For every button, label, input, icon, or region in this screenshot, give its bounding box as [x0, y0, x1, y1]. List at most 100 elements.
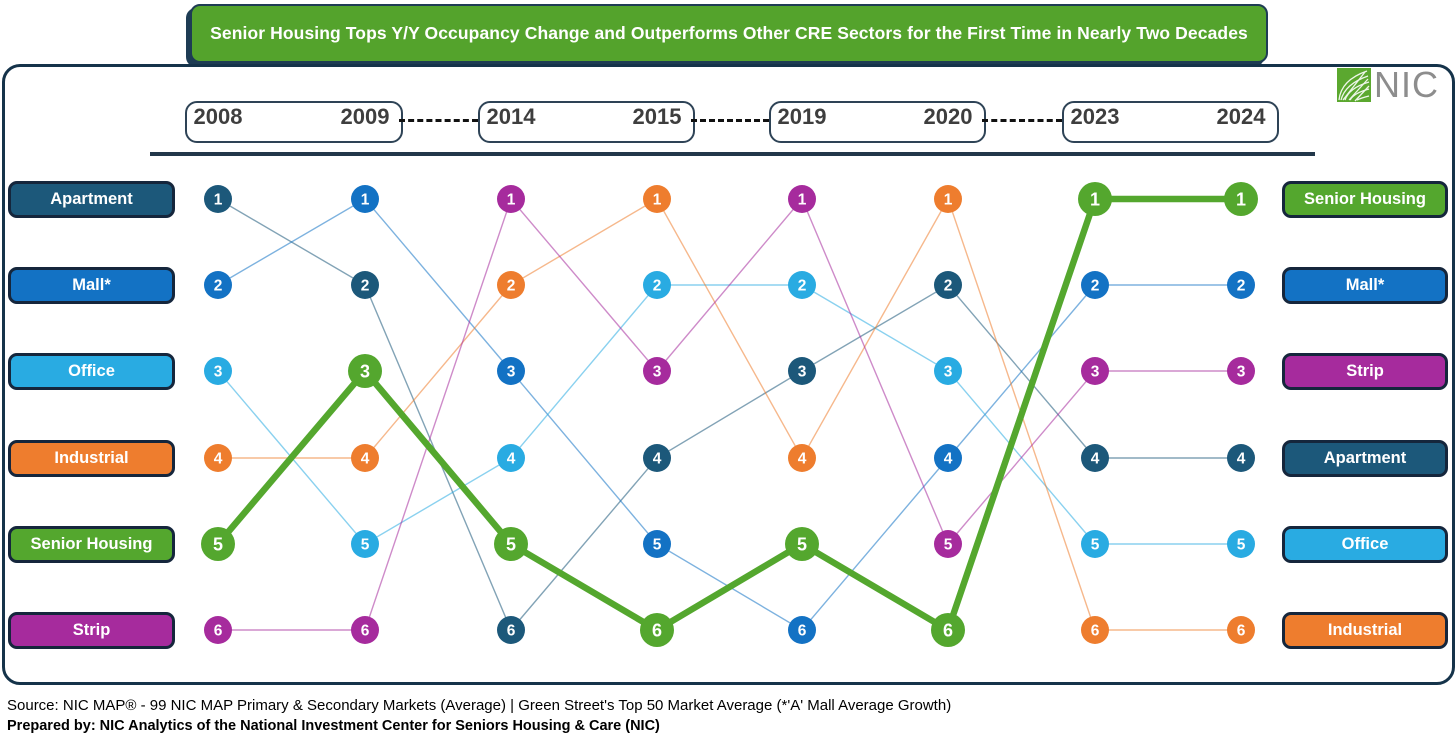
rank-node-number: 3 — [653, 364, 662, 381]
sector-label-right-mall-: Mall* — [1282, 267, 1448, 304]
sector-label-right-apartment: Apartment — [1282, 440, 1448, 477]
sector-label-text: Industrial — [1327, 621, 1403, 639]
rank-node-number: 4 — [214, 451, 223, 468]
rank-node-senior-housing-2024 — [1224, 182, 1258, 216]
rank-node-mall--2015 — [643, 530, 671, 558]
sector-label-left-mall-: Mall* — [8, 267, 175, 304]
rank-node-industrial-2024 — [1227, 616, 1255, 644]
rank-node-number: 1 — [1236, 189, 1246, 209]
rank-node-mall--2014 — [497, 357, 525, 385]
rank-node-number: 5 — [653, 537, 662, 554]
rank-node-number: 3 — [214, 364, 223, 381]
rank-node-strip-2014 — [497, 185, 525, 213]
sector-label-text: Office — [68, 362, 115, 380]
rank-node-office-2014 — [497, 444, 525, 472]
rank-node-number: 3 — [360, 361, 370, 381]
year-label: 2019 — [777, 104, 827, 129]
rank-node-apartment-2009 — [351, 271, 379, 299]
year-pair-box — [1062, 101, 1279, 143]
rank-node-number: 2 — [1237, 278, 1246, 295]
year-pair-box — [769, 101, 986, 143]
rank-node-apartment-2008 — [204, 185, 232, 213]
sector-label-text: Strip — [72, 621, 111, 639]
rank-node-apartment-2015 — [643, 444, 671, 472]
year-label: 2023 — [1070, 104, 1120, 129]
series-line-senior-housing-highlight — [214, 195, 1245, 634]
rank-node-number: 6 — [652, 620, 662, 640]
year-label: 2024 — [1216, 104, 1266, 129]
rank-node-number: 3 — [798, 364, 807, 381]
rank-node-number: 4 — [944, 451, 953, 468]
sector-label-text: Office — [1341, 535, 1389, 553]
rank-node-number: 1 — [653, 192, 662, 209]
footer-source-line: Source: NIC MAP® - 99 NIC MAP Primary & … — [7, 697, 952, 714]
series-line-industrial — [218, 197, 1241, 631]
rank-node-mall--2024 — [1227, 271, 1255, 299]
rank-node-apartment-2024 — [1227, 444, 1255, 472]
rank-node-office-2019 — [788, 271, 816, 299]
sector-label-text: Senior Housing — [30, 535, 153, 553]
rank-node-number: 4 — [653, 451, 662, 468]
rank-node-number: 2 — [798, 278, 807, 295]
rank-node-industrial-2015 — [643, 185, 671, 213]
sector-label-text: Apartment — [50, 190, 133, 208]
rank-node-strip-2023 — [1081, 357, 1109, 385]
year-label: 2020 — [923, 104, 973, 129]
sector-label-text: Industrial — [54, 449, 129, 467]
year-label: 2015 — [632, 104, 682, 129]
rank-node-senior-housing-2008 — [201, 527, 235, 561]
rank-node-number: 6 — [798, 623, 807, 640]
rank-node-strip-2019 — [788, 185, 816, 213]
rank-node-industrial-2014 — [497, 271, 525, 299]
rank-node-number: 1 — [798, 192, 807, 209]
sector-label-text: Senior Housing — [1304, 190, 1426, 208]
sector-label-left-strip: Strip — [8, 612, 175, 649]
rank-node-office-2024 — [1227, 530, 1255, 558]
rank-node-number: 6 — [214, 623, 223, 640]
rank-node-number: 3 — [1091, 364, 1100, 381]
rank-node-number: 5 — [213, 534, 223, 554]
sector-label-text: Apartment — [1323, 449, 1407, 467]
rank-node-number: 2 — [214, 278, 223, 295]
rank-node-mall--2008 — [204, 271, 232, 299]
rank-node-number: 5 — [1091, 537, 1100, 554]
rank-node-office-2008 — [204, 357, 232, 385]
rank-node-number: 2 — [653, 278, 662, 295]
rank-node-number: 5 — [797, 534, 807, 554]
rank-node-number: 4 — [361, 451, 370, 468]
nic-logo-globe-icon — [1337, 68, 1371, 102]
series-line-strip — [218, 197, 1241, 631]
rank-node-industrial-2009 — [351, 444, 379, 472]
rank-node-number: 1 — [361, 192, 370, 209]
rank-node-number: 1 — [214, 192, 223, 209]
sector-label-left-senior-housing: Senior Housing — [8, 526, 175, 563]
rank-node-number: 6 — [943, 620, 953, 640]
rank-node-apartment-2019 — [788, 357, 816, 385]
year-label: 2014 — [486, 104, 536, 129]
rank-node-mall--2020 — [934, 444, 962, 472]
rank-node-senior-housing-2009 — [348, 354, 382, 388]
rank-node-number: 6 — [1237, 623, 1246, 640]
rank-node-industrial-2019 — [788, 444, 816, 472]
sector-label-right-office: Office — [1282, 526, 1448, 563]
rank-node-strip-2015 — [643, 357, 671, 385]
year-axis-divider — [150, 152, 1315, 156]
rank-node-number: 3 — [1237, 364, 1246, 381]
rank-node-number: 6 — [1091, 623, 1100, 640]
rank-node-apartment-2020 — [934, 271, 962, 299]
sector-label-left-office: Office — [8, 353, 175, 390]
sector-label-text: Mall* — [1345, 276, 1385, 294]
rank-node-number: 1 — [944, 192, 953, 209]
sector-label-right-strip: Strip — [1282, 353, 1448, 390]
rank-node-mall--2023 — [1081, 271, 1109, 299]
rank-node-number: 5 — [506, 534, 516, 554]
rank-node-senior-housing-2014 — [494, 527, 528, 561]
rank-node-office-2009 — [351, 530, 379, 558]
year-pair-box — [478, 101, 695, 143]
series-line-apartment — [217, 198, 1241, 632]
sector-label-text: Strip — [1346, 362, 1384, 380]
sector-label-right-industrial: Industrial — [1282, 612, 1448, 649]
rank-node-number: 6 — [361, 623, 370, 640]
rank-node-mall--2019 — [788, 616, 816, 644]
